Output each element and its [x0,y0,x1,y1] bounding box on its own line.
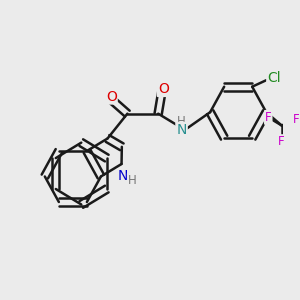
Text: H: H [128,174,136,187]
Text: F: F [265,111,272,124]
Text: O: O [158,82,169,96]
Text: F: F [278,135,285,148]
Text: N: N [118,169,128,183]
Text: Cl: Cl [267,71,281,85]
Text: F: F [293,113,299,126]
Text: H: H [177,115,186,128]
Text: O: O [106,89,117,103]
Text: N: N [176,123,187,137]
